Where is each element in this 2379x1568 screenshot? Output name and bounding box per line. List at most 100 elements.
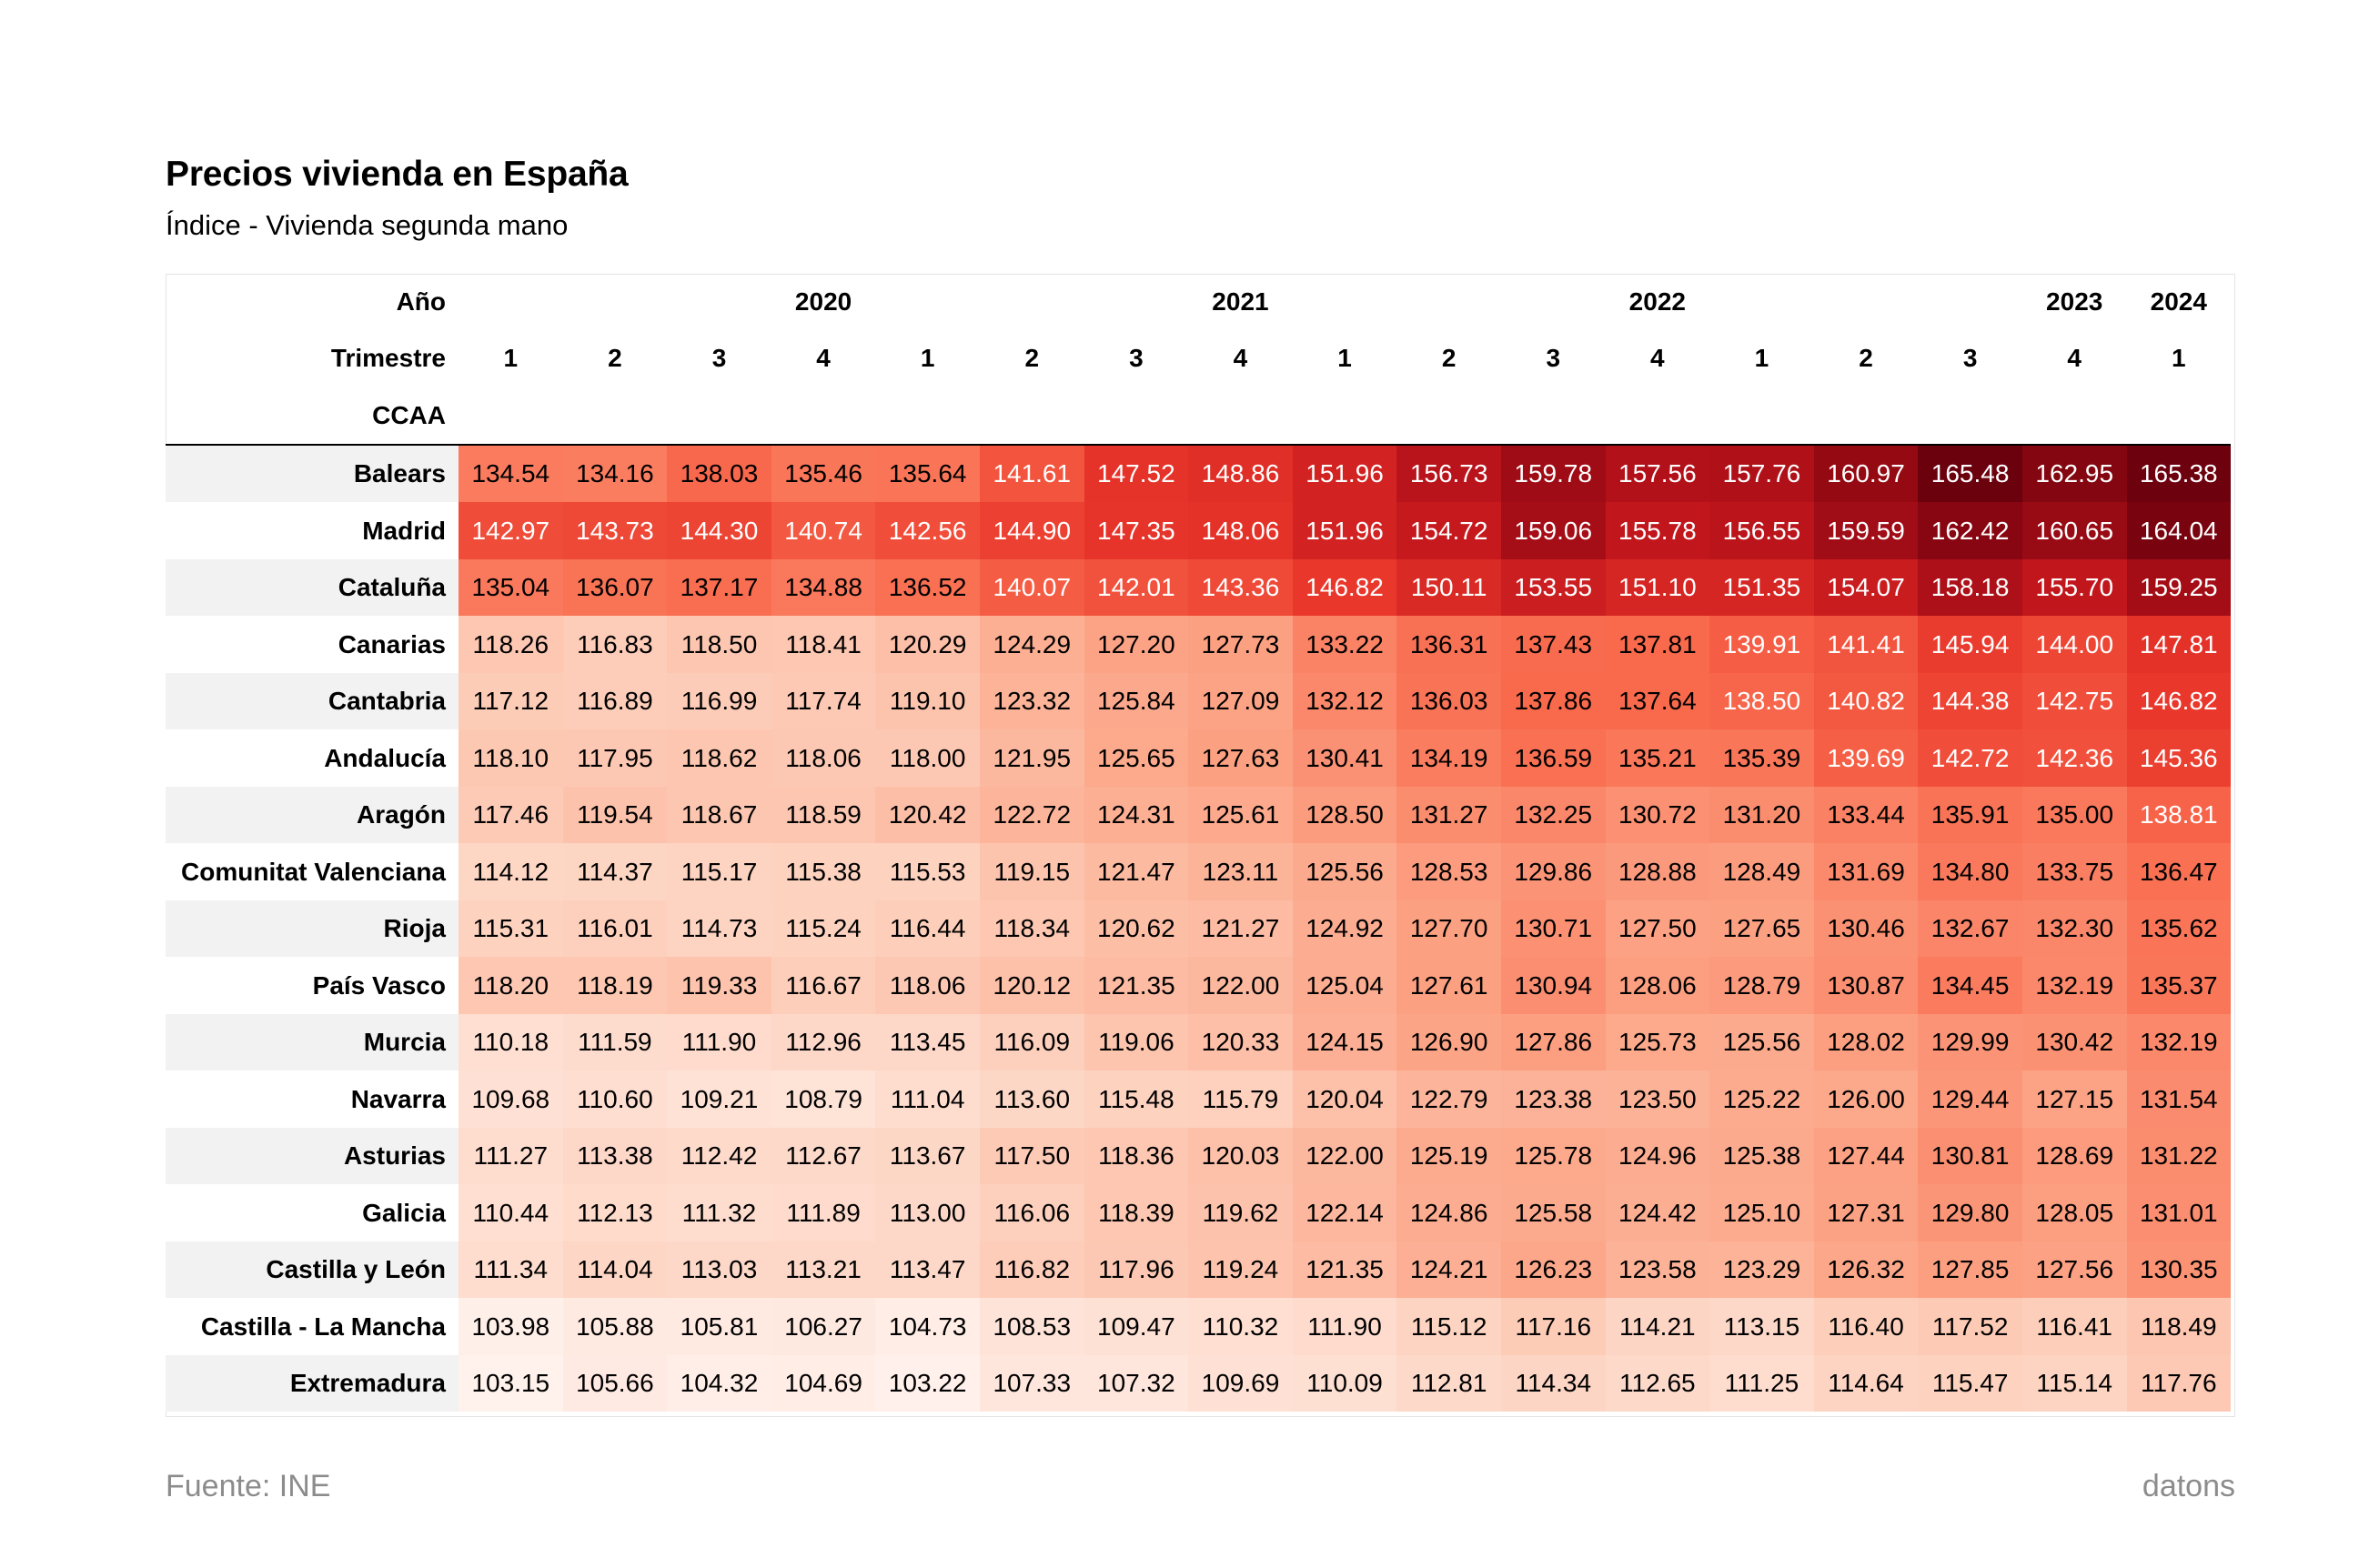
- heatmap-cell: 111.32: [667, 1184, 771, 1241]
- heatmap-cell: 111.89: [771, 1184, 876, 1241]
- heatmap-cell: 130.72: [1605, 786, 1710, 844]
- heatmap-cell: 109.68: [459, 1070, 563, 1128]
- heatmap-cell: 105.88: [562, 1298, 668, 1355]
- heatmap-cell: 141.61: [979, 444, 1084, 503]
- heatmap-cell: 125.04: [1292, 957, 1397, 1014]
- heatmap-cell: 127.85: [1918, 1241, 2022, 1299]
- heatmap-cell: 109.69: [1188, 1354, 1293, 1412]
- heatmap-cell: 120.12: [979, 957, 1084, 1014]
- heatmap-cell: 136.52: [875, 558, 980, 617]
- heatmap-cell: 142.36: [2021, 729, 2127, 787]
- heatmap-cell: 130.94: [1500, 957, 1606, 1014]
- year-spacer: [875, 274, 980, 330]
- heatmap-cell: 116.89: [562, 672, 668, 730]
- heatmap-cell: 118.34: [979, 900, 1084, 958]
- quarter-label: 4: [1233, 344, 1248, 373]
- heatmap-cell: 131.27: [1396, 786, 1501, 844]
- year-spacer: [1501, 274, 1606, 330]
- heatmap-cell: 135.62: [2126, 900, 2232, 958]
- heatmap-cell: 115.79: [1188, 1070, 1293, 1128]
- header-spacer: [667, 387, 771, 446]
- heatmap-cell: 118.50: [667, 616, 771, 673]
- heatmap-cell: 106.27: [771, 1298, 876, 1355]
- heatmap-cell: 105.66: [562, 1354, 668, 1412]
- heatmap-cell: 147.81: [2126, 616, 2232, 673]
- heatmap-cell: 113.03: [667, 1241, 771, 1299]
- heatmap-cell: 140.82: [1813, 672, 1919, 730]
- heatmap-cell: 154.72: [1396, 502, 1501, 559]
- heatmap-cell: 128.53: [1396, 843, 1501, 900]
- heatmap-cell: 117.95: [562, 729, 668, 787]
- table-row: Cantabria 117.12 116.89 116.99 117.74 119.10 1…: [166, 672, 2232, 730]
- table-row: Castilla y León 111.34 114.04 113.03 113.21 1…: [166, 1241, 2232, 1299]
- table-row: Canarias 118.26 116.83 118.50 118.41 120.29 12…: [166, 616, 2232, 673]
- heatmap-cell: 116.83: [562, 616, 668, 673]
- heatmap-cell: 125.38: [1709, 1127, 1814, 1185]
- heatmap-cell: 123.11: [1188, 843, 1293, 900]
- heatmap-cell: 107.32: [1084, 1354, 1189, 1412]
- heatmap-cell: 133.44: [1813, 786, 1919, 844]
- table-row: Murcia 110.18 111.59 111.90 112.96 113.45 116.…: [166, 1013, 2232, 1071]
- header-spacer: [2126, 387, 2232, 446]
- heatmap-cell: 124.96: [1605, 1127, 1710, 1185]
- heatmap-cell: 114.64: [1813, 1354, 1919, 1412]
- heatmap-cell: 111.25: [1709, 1354, 1814, 1412]
- heatmap-cell: 143.36: [1188, 558, 1293, 617]
- heatmap-cell: 137.86: [1500, 672, 1606, 730]
- heatmap-cell: 142.75: [2021, 672, 2127, 730]
- heatmap-cell: 132.30: [2021, 900, 2127, 958]
- heatmap-cell: 117.16: [1500, 1298, 1606, 1355]
- heatmap-cell: 135.21: [1605, 729, 1710, 787]
- heatmap-cell: 151.96: [1292, 444, 1397, 503]
- heatmap-cell: 155.78: [1605, 502, 1710, 559]
- heatmap-cell: 132.12: [1292, 672, 1397, 730]
- heatmap-cell: 117.52: [1918, 1298, 2022, 1355]
- heatmap-cell: 137.64: [1605, 672, 1710, 730]
- table-row: Extremadura 103.15 105.66 104.32 104.69 103.2…: [166, 1354, 2232, 1412]
- header-spacer: [1500, 387, 1606, 446]
- heatmap-cell: 131.20: [1709, 786, 1814, 844]
- heatmap-cell: 113.38: [562, 1127, 668, 1185]
- heatmap-cell: 143.73: [562, 502, 668, 559]
- heatmap-cell: 124.42: [1605, 1184, 1710, 1241]
- region-label: Asturias: [166, 1127, 459, 1185]
- header-spacer: [1605, 387, 1710, 446]
- heatmap-cell: 158.18: [1918, 558, 2022, 617]
- heatmap-cell: 130.81: [1918, 1127, 2022, 1185]
- heatmap-cell: 140.74: [771, 502, 876, 559]
- heatmap-cell: 137.81: [1605, 616, 1710, 673]
- heatmap-cell: 135.39: [1709, 729, 1814, 787]
- quarter-label: 3: [711, 344, 727, 373]
- heatmap-cell: 118.49: [2126, 1298, 2232, 1355]
- heatmap-cell: 133.22: [1292, 616, 1397, 673]
- heatmap-cell: 109.47: [1084, 1298, 1189, 1355]
- heatmap-cell: 117.50: [979, 1127, 1084, 1185]
- heatmap-cell: 159.59: [1813, 502, 1919, 559]
- heatmap-cell: 118.62: [667, 729, 771, 787]
- heatmap-cell: 123.38: [1500, 1070, 1606, 1128]
- heatmap-cell: 159.25: [2126, 558, 2232, 617]
- heatmap-cell: 116.06: [979, 1184, 1084, 1241]
- heatmap-cell: 134.19: [1396, 729, 1501, 787]
- heatmap-cell: 134.88: [771, 558, 876, 617]
- source-note: Fuente: INE: [166, 1469, 331, 1503]
- heatmap-cell: 111.27: [459, 1127, 563, 1185]
- region-label: Andalucía: [166, 729, 459, 787]
- heatmap-cell: 119.24: [1188, 1241, 1293, 1299]
- heatmap-cell: 128.69: [2021, 1127, 2127, 1185]
- heatmap-cell: 118.41: [771, 616, 876, 673]
- heatmap-cell: 144.30: [667, 502, 771, 559]
- heatmap-cell: 110.09: [1292, 1354, 1397, 1412]
- chart-title: Precios vivienda en España: [166, 155, 629, 194]
- heatmap-cell: 125.65: [1084, 729, 1189, 787]
- heatmap-cell: 116.09: [979, 1013, 1084, 1071]
- heatmap-cell: 130.42: [2021, 1013, 2127, 1071]
- heatmap-cell: 103.15: [459, 1354, 563, 1412]
- heatmap-cell: 157.76: [1709, 444, 1814, 503]
- region-label: Cataluña: [166, 558, 459, 617]
- heatmap-cell: 129.99: [1918, 1013, 2022, 1071]
- header-label-region: CCAA: [166, 387, 459, 446]
- heatmap-cell: 128.88: [1605, 843, 1710, 900]
- header-spacer: [875, 387, 980, 446]
- heatmap-cell: 134.80: [1918, 843, 2022, 900]
